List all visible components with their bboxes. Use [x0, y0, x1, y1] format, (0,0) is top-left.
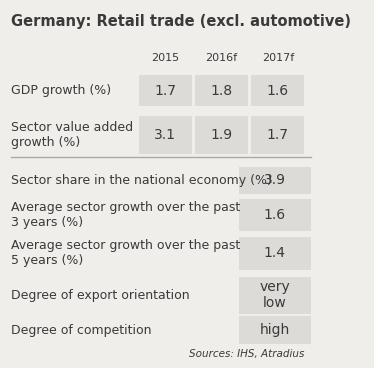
Text: Average sector growth over the past
3 years (%): Average sector growth over the past 3 ye… [11, 201, 240, 229]
FancyBboxPatch shape [239, 277, 311, 314]
FancyBboxPatch shape [251, 116, 304, 154]
Text: 1.4: 1.4 [264, 247, 286, 261]
FancyBboxPatch shape [239, 316, 311, 344]
FancyBboxPatch shape [239, 237, 311, 270]
Text: Sources: IHS, Atradius: Sources: IHS, Atradius [189, 348, 304, 358]
Text: Germany: Retail trade (excl. automotive): Germany: Retail trade (excl. automotive) [11, 14, 351, 29]
Text: Average sector growth over the past
5 years (%): Average sector growth over the past 5 ye… [11, 240, 240, 268]
FancyBboxPatch shape [139, 75, 192, 106]
Text: 2016f: 2016f [206, 53, 237, 63]
Text: 1.6: 1.6 [267, 84, 289, 98]
FancyBboxPatch shape [195, 75, 248, 106]
Text: 2017f: 2017f [262, 53, 294, 63]
Text: 1.7: 1.7 [267, 128, 289, 142]
Text: 1.7: 1.7 [154, 84, 177, 98]
Text: 1.6: 1.6 [264, 208, 286, 222]
FancyBboxPatch shape [251, 75, 304, 106]
Text: 3.9: 3.9 [264, 173, 286, 187]
Text: 2015: 2015 [151, 53, 180, 63]
Text: very
low: very low [259, 280, 290, 311]
Text: 1.9: 1.9 [211, 128, 233, 142]
Text: Degree of export orientation: Degree of export orientation [11, 289, 189, 302]
Text: 1.8: 1.8 [211, 84, 233, 98]
Text: 3.1: 3.1 [154, 128, 177, 142]
Text: Sector value added
growth (%): Sector value added growth (%) [11, 121, 133, 149]
FancyBboxPatch shape [239, 167, 311, 194]
FancyBboxPatch shape [239, 199, 311, 231]
FancyBboxPatch shape [195, 116, 248, 154]
Text: Sector share in the national economy (%): Sector share in the national economy (%) [11, 174, 272, 187]
Text: Degree of competition: Degree of competition [11, 323, 151, 337]
Text: GDP growth (%): GDP growth (%) [11, 84, 111, 98]
Text: high: high [260, 323, 290, 337]
FancyBboxPatch shape [139, 116, 192, 154]
